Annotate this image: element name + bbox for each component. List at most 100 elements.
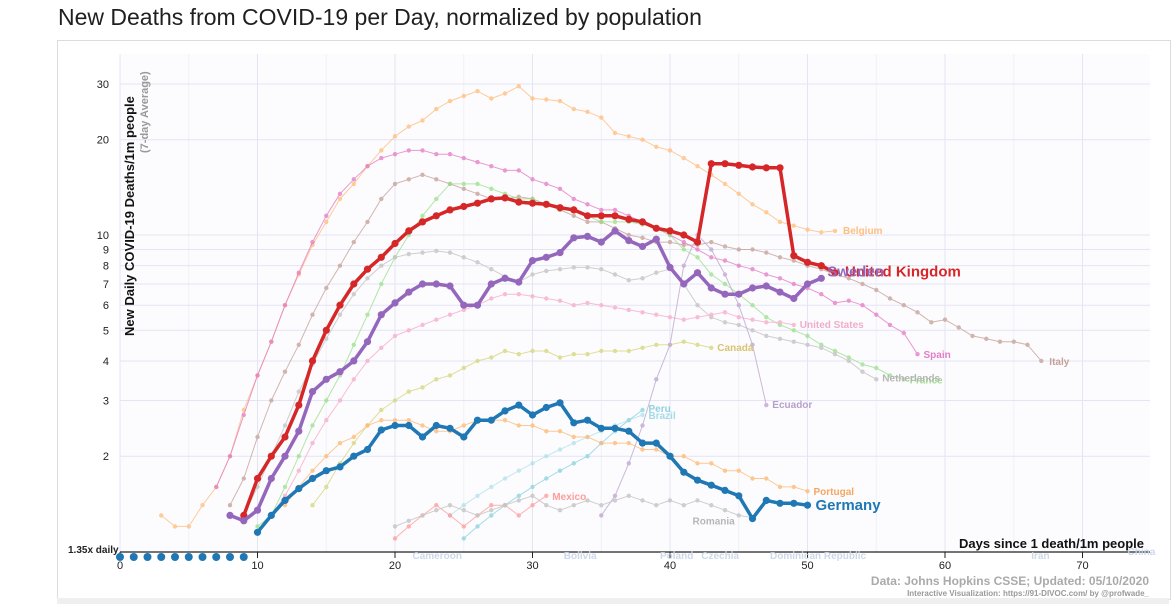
data-point	[269, 398, 274, 403]
data-point	[585, 352, 590, 357]
data-point	[530, 503, 535, 508]
series-united-states	[269, 292, 796, 518]
data-point	[489, 296, 494, 301]
y-tick-label: 10	[97, 230, 109, 242]
data-point	[200, 503, 205, 508]
data-point	[681, 317, 686, 322]
data-point	[489, 355, 494, 360]
data-point	[791, 281, 796, 287]
data-point	[695, 315, 700, 320]
series-line	[463, 409, 643, 539]
data-point	[901, 330, 906, 336]
data-point	[502, 476, 508, 481]
data-point	[557, 186, 563, 191]
data-point	[350, 452, 358, 460]
guide-label: 1.35x daily	[68, 545, 119, 556]
data-point	[612, 498, 618, 503]
data-point	[707, 481, 715, 489]
data-point	[392, 524, 398, 529]
data-point	[776, 288, 784, 296]
data-point	[681, 454, 686, 459]
data-point	[695, 498, 700, 503]
data-point	[447, 373, 453, 378]
data-point	[515, 401, 523, 409]
data-point	[777, 336, 783, 341]
data-point	[461, 307, 466, 313]
x-tick-label: 50	[801, 560, 813, 572]
data-point	[764, 402, 769, 408]
series-line	[215, 149, 918, 488]
data-point	[764, 272, 769, 277]
data-point	[736, 303, 741, 308]
data-point	[434, 377, 439, 382]
data-point	[379, 196, 384, 202]
y-axis-sublabel: (7-day Average)	[139, 71, 151, 153]
data-point	[336, 463, 344, 471]
data-point	[667, 498, 673, 503]
guide-point	[184, 553, 193, 561]
data-point	[681, 239, 686, 245]
data-point	[556, 399, 564, 407]
axes: 0 10 20 30 40 50 60 70 2 3 4 5 6 7 8 9 10 20 30 Cameroon Bol…	[97, 79, 1156, 572]
data-point	[750, 317, 755, 322]
data-point	[473, 416, 482, 424]
data-point	[241, 412, 246, 418]
data-point	[475, 88, 480, 94]
data-point	[516, 168, 521, 173]
data-point	[571, 434, 576, 440]
data-point	[791, 484, 796, 490]
data-point	[324, 398, 329, 403]
credit-text: Interactive Visualization: https://91-DI…	[907, 589, 1149, 598]
data-point	[530, 493, 535, 498]
series-label: Netherlands	[882, 373, 940, 384]
data-point	[515, 198, 523, 206]
data-point	[626, 493, 631, 498]
data-point	[667, 315, 673, 320]
data-point	[461, 181, 466, 187]
data-point	[542, 403, 550, 412]
data-point	[695, 303, 700, 308]
data-point	[693, 238, 702, 246]
data-point	[626, 134, 631, 139]
data-point	[351, 342, 356, 347]
data-point	[599, 115, 604, 120]
data-point	[764, 250, 769, 255]
data-point	[599, 267, 604, 272]
data-point	[805, 333, 810, 339]
data-point	[764, 315, 769, 320]
data-point	[887, 373, 893, 378]
data-point	[735, 161, 743, 169]
background-country-label: Czechia	[701, 551, 739, 562]
series-label: Ecuador	[772, 400, 812, 411]
data-point	[626, 440, 631, 446]
data-point	[420, 148, 425, 153]
data-point	[817, 262, 825, 270]
data-point	[791, 258, 796, 263]
data-point	[557, 355, 563, 360]
data-point	[446, 206, 454, 214]
data-point	[680, 231, 688, 239]
data-point	[846, 276, 851, 281]
data-point	[762, 164, 770, 172]
data-point	[253, 528, 262, 536]
data-point	[502, 168, 508, 173]
data-point	[667, 239, 673, 245]
data-point	[296, 468, 301, 473]
data-point	[654, 312, 659, 317]
data-point	[709, 247, 714, 252]
y-tick-label: 5	[103, 325, 109, 337]
data-point	[722, 468, 728, 473]
data-point	[626, 348, 631, 354]
data-point	[530, 484, 535, 490]
data-point	[214, 484, 219, 490]
data-point	[365, 164, 370, 169]
guide-point	[226, 553, 234, 561]
series-label: Brazil	[649, 411, 676, 422]
series-label: Belgium	[843, 226, 883, 237]
data-point	[709, 461, 714, 466]
data-point	[418, 433, 427, 441]
data-point	[501, 194, 509, 202]
data-point	[721, 290, 729, 298]
data-point	[585, 498, 590, 503]
